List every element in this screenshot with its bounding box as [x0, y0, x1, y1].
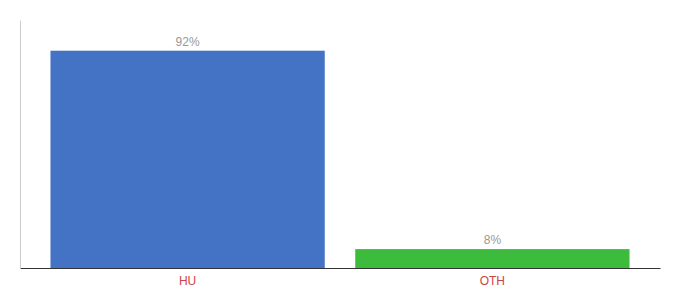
bars: [50, 51, 629, 268]
data-label: 8%: [484, 233, 502, 247]
x-tick-label: OTH: [480, 274, 505, 288]
chart: 92% 8% HU OTH: [0, 0, 680, 300]
x-axis: HU OTH: [21, 269, 661, 289]
bar: [50, 51, 324, 268]
bar: [355, 249, 629, 268]
x-tick: HU: [179, 274, 196, 288]
y-axis-line: [20, 21, 21, 269]
data-labels: 92% 8%: [176, 35, 502, 247]
x-tick-label: HU: [179, 274, 196, 288]
y-axis: [20, 21, 21, 269]
x-axis-line: [21, 268, 661, 269]
x-tick: OTH: [480, 274, 505, 288]
data-label: 92%: [176, 35, 200, 49]
